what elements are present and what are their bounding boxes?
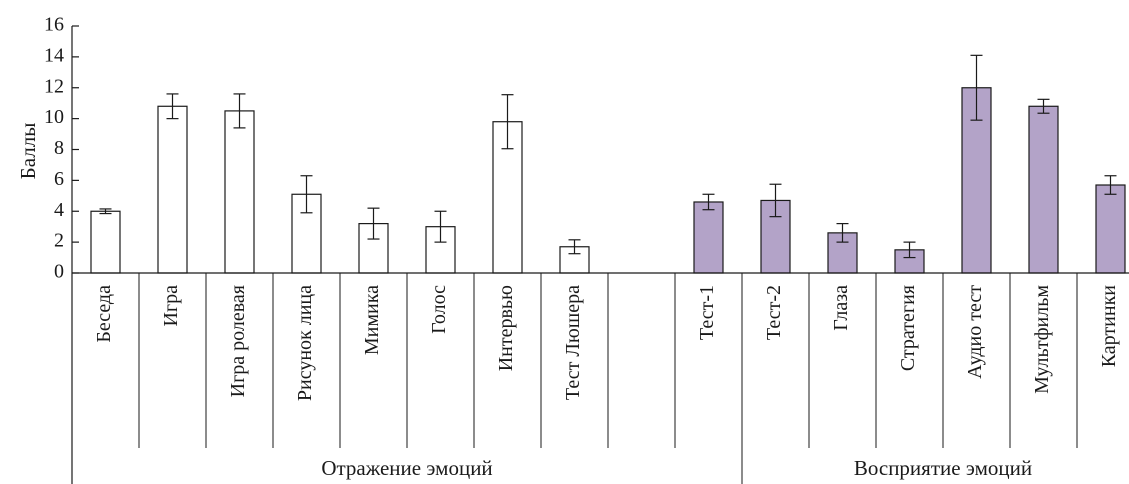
group-label: Отражение эмоций [321, 456, 492, 480]
y-tick-label: 12 [44, 75, 64, 97]
category-label: Тест Люшера [562, 285, 584, 400]
category-label: Аудио тест [964, 285, 986, 379]
category-label: Интервью [495, 285, 517, 371]
category-label: Беседа [93, 285, 115, 343]
category-label: Игра ролевая [227, 285, 249, 397]
category-label: Голос [428, 285, 450, 334]
y-tick-label: 16 [44, 14, 64, 36]
category-table: Беседа Игра Игра ролевая Рисунок лица Мимика… [72, 272, 1129, 484]
y-tick-label: 4 [54, 199, 64, 221]
y-axis-title: Баллы [16, 123, 40, 180]
y-tick-label: 0 [54, 261, 64, 283]
category-label: Тест-2 [763, 285, 785, 340]
bar [90, 210, 121, 274]
y-tick-label: 10 [44, 106, 64, 128]
group-label: Восприятие эмоций [854, 456, 1032, 480]
bar [224, 110, 255, 274]
bar [1095, 184, 1126, 274]
y-axis: 0 2 4 6 8 10 12 14 16 [44, 14, 79, 484]
category-label: Стратегия [897, 285, 919, 371]
category-label: Тест-1 [696, 285, 718, 340]
bar [1028, 105, 1059, 274]
category-label: Рисунок лица [294, 285, 316, 401]
y-tick-label: 14 [44, 44, 64, 66]
category-label: Глаза [830, 285, 852, 331]
bar [157, 105, 188, 274]
y-tick-label: 6 [54, 168, 64, 190]
category-label: Мультфильм [1031, 285, 1053, 394]
category-label: Картинки [1098, 285, 1120, 368]
y-tick-label: 8 [54, 137, 64, 159]
category-label: Мимика [361, 285, 383, 355]
y-tick-label: 2 [54, 230, 64, 252]
bar [693, 201, 724, 274]
bars [90, 54, 1126, 274]
category-label: Игра [160, 285, 182, 327]
